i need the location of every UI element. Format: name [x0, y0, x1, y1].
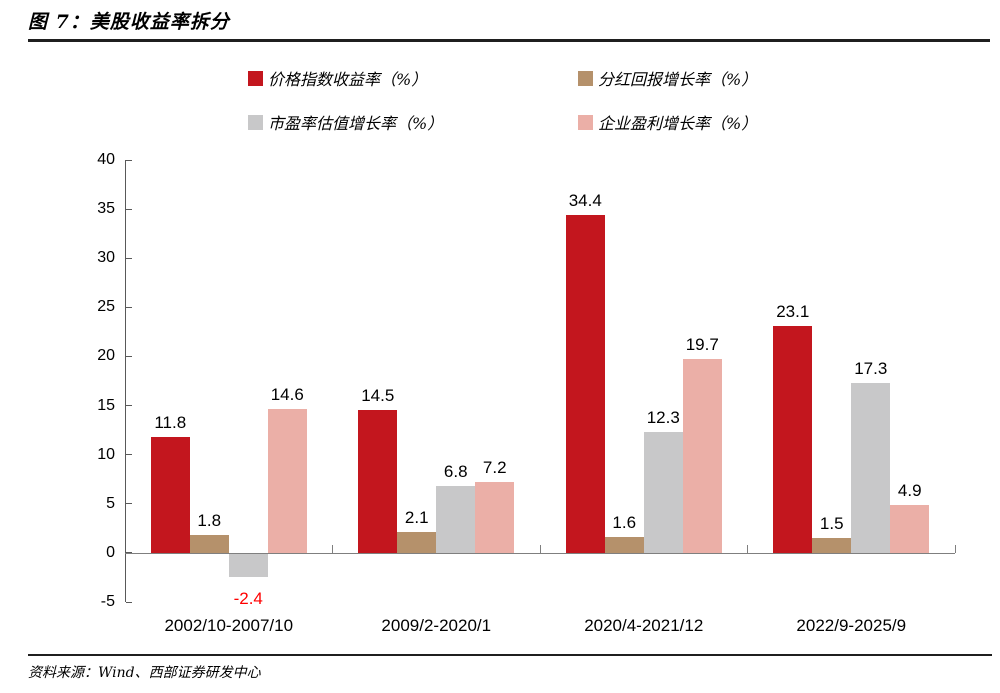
bar	[604, 537, 644, 553]
category-boundary-tick	[747, 544, 748, 553]
x-axis-category-label: 2022/9-2025/9	[796, 616, 907, 635]
y-axis-tick	[126, 159, 132, 161]
bar-value-label: 7.2	[482, 458, 507, 478]
bar-value-label: 19.7	[685, 335, 719, 355]
bar	[150, 436, 190, 553]
y-axis-tick	[126, 503, 132, 505]
legend-swatch-icon	[248, 114, 263, 130]
bar	[436, 486, 476, 553]
category-boundary-tick	[539, 544, 541, 553]
y-axis-tick	[126, 306, 132, 308]
legend-swatch-icon	[578, 70, 593, 86]
y-axis-tick	[126, 355, 132, 357]
legend-item: 分红回报增长率（%）	[578, 66, 757, 90]
bar-value-label: 6.8	[443, 462, 468, 482]
y-axis-label: 5	[106, 494, 115, 512]
bar	[358, 410, 398, 553]
y-axis-label: 20	[97, 347, 115, 365]
bar	[267, 409, 307, 553]
category-boundary-tick	[332, 544, 333, 553]
bar	[682, 359, 722, 553]
legend-label: 价格指数收益率（%）	[268, 70, 428, 89]
plot-area: 40 35 30 25 20 15 10 5 0 -5 11.8 1.8 -2.4 14.6 2002/10…	[97, 151, 956, 635]
bar	[565, 215, 605, 553]
legend-item: 企业盈利增长率（%）	[578, 110, 757, 134]
bar-value-label: -2.4	[233, 589, 263, 609]
chart-legend: 价格指数收益率（%） 分红回报增长率（%） 市盈率估值增长率（%） 企业盈利增长率（%…	[248, 66, 757, 134]
bar-value-label: 14.5	[361, 386, 395, 406]
legend-item: 市盈率估值增长率（%）	[248, 110, 578, 134]
bar-value-label: 11.8	[154, 412, 187, 432]
y-axis-tick	[126, 454, 132, 456]
bar-value-label: 2.1	[404, 508, 429, 528]
bar-value-label: 4.9	[897, 480, 922, 500]
bar	[812, 538, 852, 553]
bar	[189, 535, 229, 553]
x-axis-category-label: 2020/4-2021/12	[584, 616, 704, 635]
y-axis-label: 40	[97, 151, 115, 168]
legend-item: 价格指数收益率（%）	[248, 66, 578, 90]
y-axis-label: 10	[97, 445, 115, 463]
y-axis-label: 15	[97, 396, 115, 414]
bar-value-label: 34.4	[568, 191, 602, 210]
bar	[397, 532, 437, 553]
footer-divider	[28, 654, 992, 656]
legend-label: 市盈率估值增长率（%）	[268, 114, 444, 133]
bar-value-label: 1.8	[197, 511, 222, 531]
y-axis-tick	[126, 257, 132, 259]
y-axis-label: -5	[100, 593, 115, 610]
legend-label: 企业盈利增长率（%）	[598, 114, 758, 133]
source-note: 资料来源：Wind、西部证券研发中心	[28, 665, 261, 681]
legend-label: 分红回报增长率（%）	[598, 70, 758, 89]
y-axis-label: 35	[97, 200, 115, 218]
x-axis-category-label: 2002/10-2007/10	[164, 616, 294, 635]
bar	[643, 432, 683, 553]
figure-title: 图 7：美股收益率拆分	[28, 11, 230, 33]
bar-value-label: 12.3	[646, 408, 680, 428]
y-axis-tick	[126, 405, 132, 407]
x-axis-category-label: 2009/2-2020/1	[381, 616, 492, 635]
y-axis-tick	[126, 208, 132, 210]
y-axis-line	[125, 160, 126, 602]
y-axis-label: 25	[97, 298, 115, 316]
bar-value-label: 1.5	[819, 514, 844, 534]
category-boundary-tick	[954, 544, 956, 553]
legend-swatch-icon	[248, 70, 263, 86]
bar	[228, 553, 268, 578]
y-axis-tick	[126, 601, 132, 603]
bar-value-label: 14.6	[270, 385, 304, 405]
bar-value-label: 1.6	[612, 513, 637, 533]
bar	[890, 504, 930, 553]
bar-value-label: 17.3	[854, 358, 888, 378]
title-divider	[28, 39, 990, 42]
bar-value-label: 23.1	[776, 301, 810, 321]
y-axis-label: 30	[97, 249, 115, 267]
y-axis-label: 0	[106, 543, 115, 561]
bar	[851, 382, 891, 553]
legend-swatch-icon	[578, 114, 593, 130]
bar	[773, 325, 813, 553]
x-axis-line	[125, 552, 955, 554]
bar	[475, 482, 515, 553]
